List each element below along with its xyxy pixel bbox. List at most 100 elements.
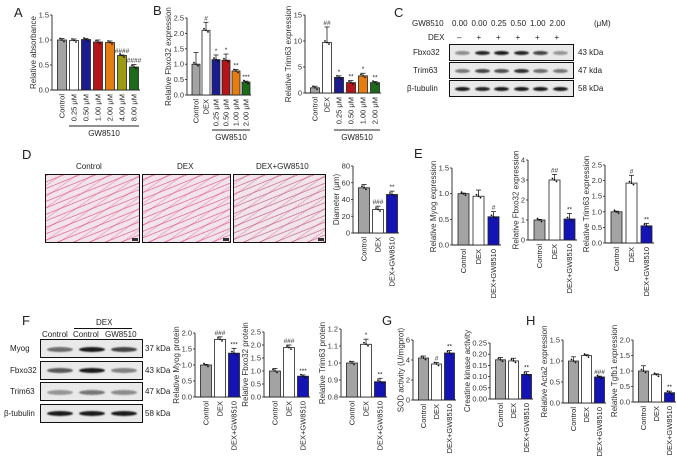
bar (211, 59, 221, 96)
bar (563, 218, 576, 241)
significance-label: ## (323, 20, 331, 27)
y-tick-label: 1.5 (592, 192, 602, 201)
blot-c-dex-label: DEX (428, 33, 445, 42)
data-point (375, 207, 377, 209)
data-point (657, 375, 660, 378)
dex-sign: + (535, 33, 540, 42)
y-tick-label: 0.0 (251, 393, 261, 402)
category-label: 8.00 μM (130, 94, 139, 121)
data-point (233, 68, 235, 71)
panel-label-e: E (414, 146, 423, 161)
y-tick-label: 2 (406, 376, 410, 385)
data-point (217, 60, 219, 62)
data-point (235, 70, 237, 72)
data-point (97, 41, 99, 43)
micrograph-label-dex: DEX (177, 162, 194, 171)
category-label: Control (58, 94, 67, 119)
data-point (73, 39, 75, 42)
data-point (233, 352, 235, 355)
bar (200, 364, 212, 398)
bar (57, 39, 67, 91)
data-point (446, 350, 449, 353)
data-point (123, 56, 125, 58)
blot-f-dex-label: DEX (96, 318, 113, 327)
data-point (227, 60, 229, 63)
y-tick-label: 40 (342, 195, 350, 204)
y-axis-label: Relative absorbance (29, 15, 38, 88)
data-point (422, 357, 425, 359)
data-point (613, 209, 616, 212)
y-tick-label: 1.0 (174, 60, 184, 69)
bar (370, 82, 380, 94)
significance-label: * (225, 47, 228, 54)
data-point (99, 42, 101, 45)
y-tick-label: 0.5 (439, 215, 449, 224)
panel-label-d: D (22, 147, 32, 162)
data-point (274, 370, 276, 372)
significance-label: ### (215, 330, 226, 337)
category-label: DEX+GW8510 (388, 237, 397, 286)
y-axis-label: Creatine kinase activity (463, 330, 472, 412)
data-point (243, 79, 245, 82)
panel-label-g: G (382, 313, 393, 328)
bar (508, 360, 519, 400)
significance-label: # (630, 168, 634, 175)
panel-label-h: H (526, 313, 536, 328)
y-tick-label: 1.5 (174, 44, 184, 53)
bar (283, 347, 295, 398)
data-point (131, 64, 133, 67)
data-point (290, 348, 292, 350)
blot-strip (449, 44, 574, 61)
y-tick-label: 0.0 (174, 91, 184, 100)
scale-bar (132, 238, 138, 241)
bar (117, 55, 127, 91)
dose-label: 0.00 (471, 19, 488, 28)
category-label: Control (419, 404, 428, 429)
data-point (668, 391, 671, 394)
blot-band (79, 389, 105, 395)
data-point (630, 182, 633, 184)
data-point (111, 43, 113, 45)
blot-band (552, 86, 568, 91)
data-point (225, 59, 227, 62)
y-tick-label: 2.0 (182, 329, 192, 338)
dex-sign: + (515, 33, 521, 42)
bar (346, 82, 356, 94)
data-point (363, 186, 365, 189)
data-point (583, 353, 586, 355)
category-label: 0.25 μM (335, 97, 344, 124)
significance-label: * (362, 66, 365, 73)
data-point (288, 346, 290, 349)
blot-band (79, 368, 105, 373)
data-point (83, 37, 85, 39)
bar (346, 362, 358, 398)
bar (581, 355, 592, 404)
bar (297, 375, 309, 398)
lane-label: Control (42, 330, 68, 339)
y-tick-label: 0 (521, 236, 525, 245)
category-label: 0.50 μM (82, 94, 91, 121)
panel-label-c: C (394, 5, 404, 20)
y-tick-label: 0 (346, 229, 350, 238)
category-label: DEX (509, 403, 518, 418)
data-point (302, 375, 304, 378)
category-label: 4.00 μM (118, 94, 127, 121)
data-point (349, 360, 351, 363)
y-tick-label: 3 (521, 176, 525, 185)
data-point (391, 193, 393, 196)
bar (594, 376, 605, 404)
blot-band (455, 50, 470, 55)
y-tick-label: 0.5 (174, 75, 184, 84)
data-point (207, 365, 209, 368)
y-tick-label: 1.0 (550, 357, 560, 366)
blot-band (552, 50, 568, 55)
group-label: GW8510 (215, 133, 247, 142)
blot-band (47, 346, 73, 352)
bar (191, 63, 201, 96)
blot-band (474, 86, 490, 91)
